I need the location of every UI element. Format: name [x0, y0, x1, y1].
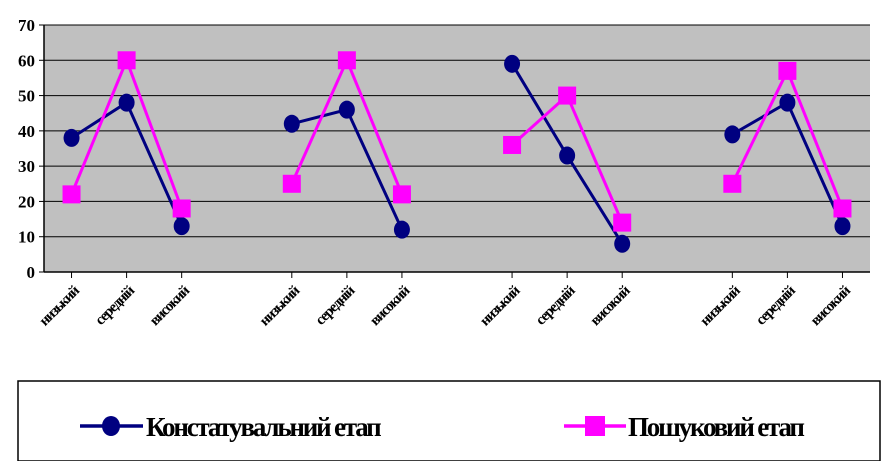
y-tick-label: 70 — [18, 16, 35, 35]
y-tick-label: 40 — [18, 122, 35, 141]
y-axis-ticks: 0 10 20 30 40 50 60 70 — [18, 16, 44, 282]
y-tick-label: 60 — [18, 51, 35, 70]
legend-label-search: Пошуковий етап — [628, 412, 804, 442]
x-tick-label: середній — [753, 282, 799, 328]
data-point-circle — [559, 146, 576, 165]
data-point-circle — [504, 54, 521, 73]
x-axis-ticks: низький середній високий низький середній вис… — [37, 272, 855, 329]
data-point-square — [337, 51, 356, 70]
series-group — [62, 51, 852, 253]
data-point-circle — [724, 125, 741, 144]
legend-box — [17, 380, 881, 461]
x-tick-label: високий — [808, 282, 855, 329]
data-point-circle — [834, 217, 851, 236]
data-point-circle — [283, 114, 300, 133]
plot-area — [43, 24, 870, 273]
x-tick-label: високий — [147, 282, 194, 329]
y-tick-label: 30 — [18, 157, 35, 176]
y-tick-label: 10 — [18, 228, 35, 247]
data-point-square — [558, 86, 577, 105]
x-tick-label: низький — [697, 282, 744, 329]
x-tick-label: низький — [257, 282, 304, 329]
legend-marker-circle — [102, 416, 120, 436]
legend-item-search: Пошуковий етап — [564, 412, 807, 442]
data-point-square — [117, 51, 136, 70]
data-point-circle — [614, 234, 631, 253]
x-tick-label: високий — [367, 282, 414, 329]
x-tick-label: високий — [587, 282, 634, 329]
plot-background — [44, 25, 870, 272]
data-point-square — [613, 213, 632, 232]
legend: Констатувальний етап Пошуковий етап — [17, 380, 881, 461]
data-point-square — [833, 199, 852, 218]
data-point-square — [392, 185, 411, 204]
data-point-circle — [338, 100, 355, 119]
data-point-square — [62, 185, 81, 204]
data-point-circle — [393, 220, 410, 239]
x-tick-label: середній — [313, 282, 359, 328]
data-point-square — [172, 199, 191, 218]
y-tick-label: 50 — [18, 87, 35, 106]
x-tick-label: середній — [92, 282, 138, 328]
data-point-circle — [779, 93, 796, 112]
data-point-square — [282, 174, 301, 193]
y-tick-label: 20 — [18, 192, 35, 211]
data-point-square — [778, 61, 797, 80]
y-tick-label: 0 — [27, 263, 36, 282]
data-point-circle — [173, 217, 190, 236]
data-point-circle — [118, 93, 135, 112]
data-point-square — [723, 174, 742, 193]
data-point-circle — [63, 128, 80, 147]
x-tick-label: низький — [477, 282, 524, 329]
series-constant — [63, 54, 851, 253]
series-search — [62, 51, 852, 232]
data-point-square — [503, 135, 522, 154]
x-tick-label: низький — [37, 282, 84, 329]
legend-label-constant: Констатувальний етап — [146, 412, 381, 442]
x-tick-label: середній — [533, 282, 579, 328]
legend-marker-square — [585, 416, 605, 436]
legend-item-constant: Констатувальний етап — [80, 412, 383, 442]
